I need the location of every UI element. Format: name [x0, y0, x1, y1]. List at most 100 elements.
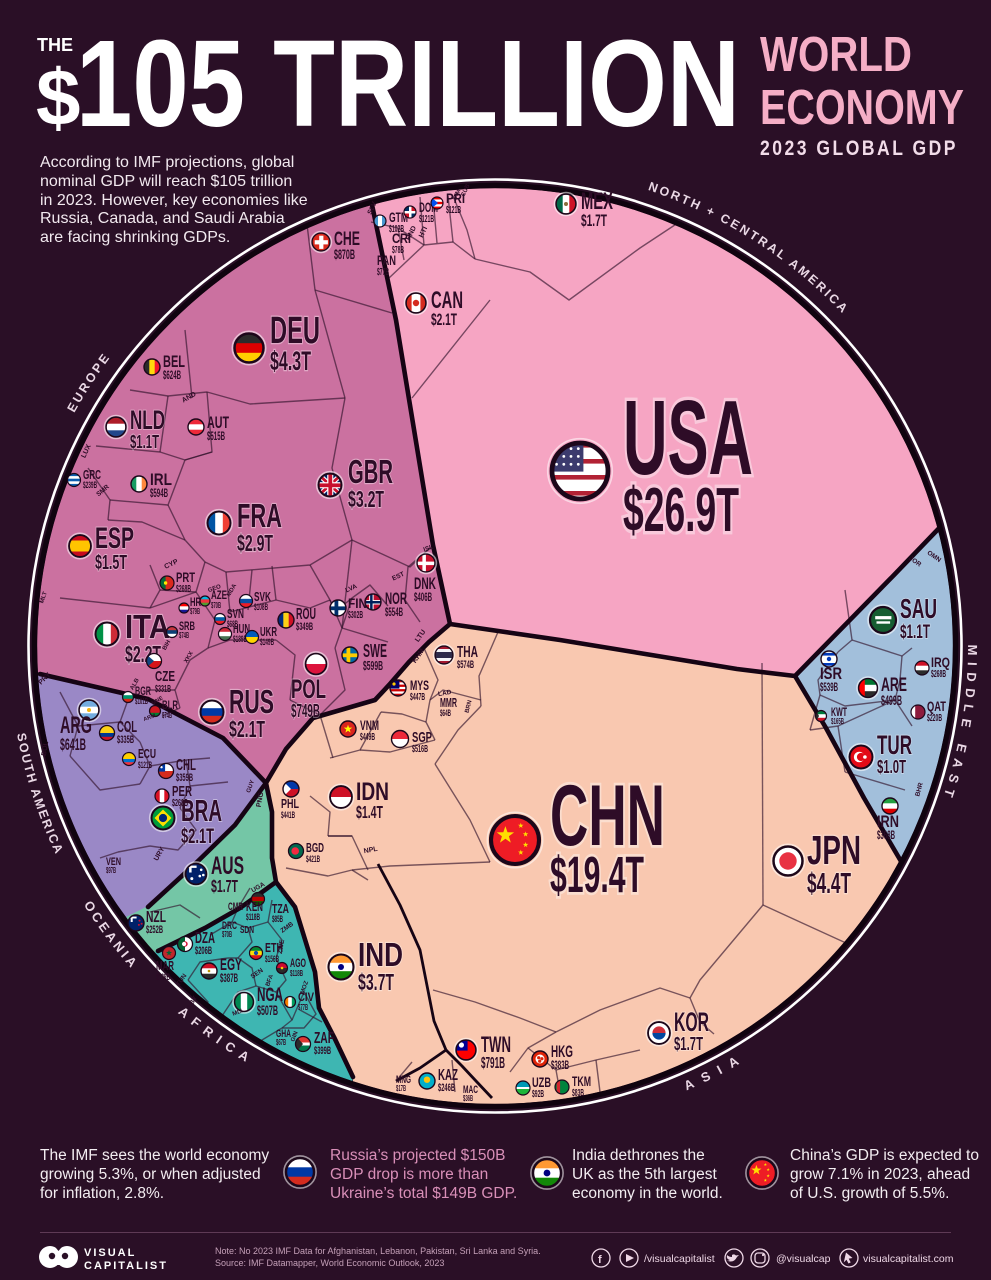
svg-text:BLR: BLR [162, 698, 178, 712]
svg-text:$70B: $70B [211, 600, 221, 610]
svg-text:2023 GLOBAL GDP: 2023 GLOBAL GDP [760, 137, 958, 160]
svg-text:DZA: DZA [195, 930, 215, 947]
svg-text:VNM: VNM [360, 717, 379, 733]
svg-text:DRC: DRC [222, 920, 237, 932]
svg-text:XKX: XKX [183, 651, 194, 665]
svg-text:$19.4T: $19.4T [550, 846, 644, 903]
svg-text:$78B: $78B [392, 245, 404, 256]
svg-text:ARM: ARM [143, 713, 157, 723]
svg-text:Source: IMF Datamapper, World: Source: IMF Datamapper, World Economic O… [215, 1258, 444, 1268]
svg-text:JAM: JAM [452, 189, 463, 203]
svg-text:BHR: BHR [914, 782, 924, 798]
svg-text:NGA: NGA [257, 984, 283, 1006]
svg-text:$2.1T: $2.1T [431, 310, 457, 329]
svg-text:$1.7T: $1.7T [581, 211, 607, 230]
svg-text:/visualcapitalist: /visualcapitalist [644, 1253, 715, 1265]
svg-text:Russia’s projected $150B: Russia’s projected $150B [330, 1147, 506, 1164]
svg-text:ARE: ARE [881, 674, 907, 696]
svg-text:$118B: $118B [246, 912, 260, 922]
svg-text:UZB: UZB [532, 1074, 551, 1090]
svg-text:IND: IND [358, 937, 403, 974]
svg-text:MMR: MMR [440, 696, 457, 710]
svg-text:$1.4T: $1.4T [356, 802, 383, 822]
svg-text:$77B: $77B [298, 1002, 308, 1012]
svg-text:in 2023. However, key economie: in 2023. However, key economies like [40, 192, 308, 209]
svg-text:The IMF sees the world economy: The IMF sees the world economy [40, 1147, 269, 1164]
svg-text:IDN: IDN [356, 778, 389, 806]
svg-text:$121B: $121B [446, 205, 461, 216]
svg-text:$870B: $870B [334, 247, 355, 262]
svg-text:SGP: SGP [412, 730, 432, 746]
svg-text:$2.9T: $2.9T [237, 530, 273, 556]
svg-text:PRI: PRI [446, 190, 465, 206]
svg-text:$302B: $302B [348, 610, 363, 621]
svg-text:$624B: $624B [163, 369, 181, 382]
svg-text:AGO: AGO [290, 956, 306, 970]
svg-text:TUR: TUR [877, 730, 912, 760]
svg-text:NLD: NLD [130, 405, 165, 435]
svg-text:SVK: SVK [254, 590, 271, 604]
svg-text:GDP drop is more than: GDP drop is more than [330, 1166, 488, 1183]
svg-text:$449B: $449B [360, 732, 375, 743]
svg-text:GRC: GRC [83, 467, 101, 482]
svg-text:$749B: $749B [291, 700, 320, 721]
svg-text:SDN: SDN [240, 924, 254, 936]
svg-text:$641B: $641B [60, 735, 86, 754]
svg-text:IRL: IRL [150, 470, 172, 489]
svg-text:PRT: PRT [176, 569, 195, 585]
svg-text:EST: EST [391, 571, 405, 583]
svg-text:CHE: CHE [334, 228, 360, 250]
svg-text:$17B: $17B [396, 1084, 406, 1093]
svg-text:$516B: $516B [412, 744, 428, 755]
svg-text:MEX: MEX [581, 189, 613, 215]
svg-text:$26.9T: $26.9T [623, 475, 739, 545]
svg-text:BGR: BGR [135, 684, 151, 698]
svg-text:CZE: CZE [155, 669, 175, 685]
svg-text:UK as the 5th largest: UK as the 5th largest [572, 1166, 717, 1183]
svg-text:$252B: $252B [146, 924, 163, 936]
svg-text:$515B: $515B [207, 430, 225, 443]
svg-text:$2.1T: $2.1T [229, 716, 265, 742]
svg-text:EGY: EGY [220, 955, 242, 974]
svg-text:SWE: SWE [363, 641, 387, 661]
svg-text:ZWE: ZWE [277, 938, 287, 954]
svg-text:MNG: MNG [396, 1074, 411, 1086]
svg-text:ALB: ALB [129, 677, 141, 691]
svg-text:PNG: PNG [256, 791, 266, 808]
svg-text:visualcapitalist.com: visualcapitalist.com [863, 1253, 954, 1265]
svg-text:LAD: LAD [438, 689, 453, 698]
svg-text:DNK: DNK [414, 574, 436, 593]
svg-text:IRQ: IRQ [931, 654, 950, 670]
svg-text:$77B: $77B [377, 267, 389, 278]
svg-text:JPN: JPN [807, 827, 861, 873]
svg-text:$368B: $368B [877, 829, 895, 842]
svg-text:ECU: ECU [138, 746, 156, 761]
svg-text:POL: POL [291, 674, 326, 704]
svg-text:BGD: BGD [306, 840, 324, 855]
svg-text:$507B: $507B [257, 1003, 278, 1018]
svg-text:$599B: $599B [363, 659, 383, 673]
svg-text:$165B: $165B [831, 716, 844, 726]
svg-text:$1.1T: $1.1T [130, 431, 159, 452]
svg-text:AUT: AUT [207, 413, 229, 432]
svg-text:BOL: BOL [41, 740, 51, 756]
svg-text:NPL: NPL [363, 846, 379, 855]
svg-text:$68B: $68B [227, 619, 238, 629]
svg-text:PHL: PHL [281, 796, 299, 811]
svg-text:$64B: $64B [440, 708, 451, 718]
svg-text:HKG: HKG [551, 1042, 573, 1061]
svg-text:$36B: $36B [463, 1094, 473, 1103]
svg-text:$74B: $74B [179, 630, 189, 640]
svg-text:NZL: NZL [146, 909, 166, 926]
svg-text:$121B: $121B [138, 760, 152, 770]
svg-text:$118B: $118B [290, 968, 303, 978]
svg-text:$79B: $79B [190, 606, 200, 616]
svg-text:$83B: $83B [572, 1088, 584, 1099]
svg-text:$2.1T: $2.1T [181, 824, 214, 848]
svg-text:MOZ: MOZ [300, 980, 310, 995]
svg-text:$3.2T: $3.2T [348, 486, 384, 512]
svg-text:VISUAL: VISUAL [84, 1247, 136, 1259]
svg-text:KEN: KEN [246, 900, 263, 914]
svg-text:GHA: GHA [276, 1028, 291, 1040]
svg-text:CHN: CHN [550, 768, 665, 864]
